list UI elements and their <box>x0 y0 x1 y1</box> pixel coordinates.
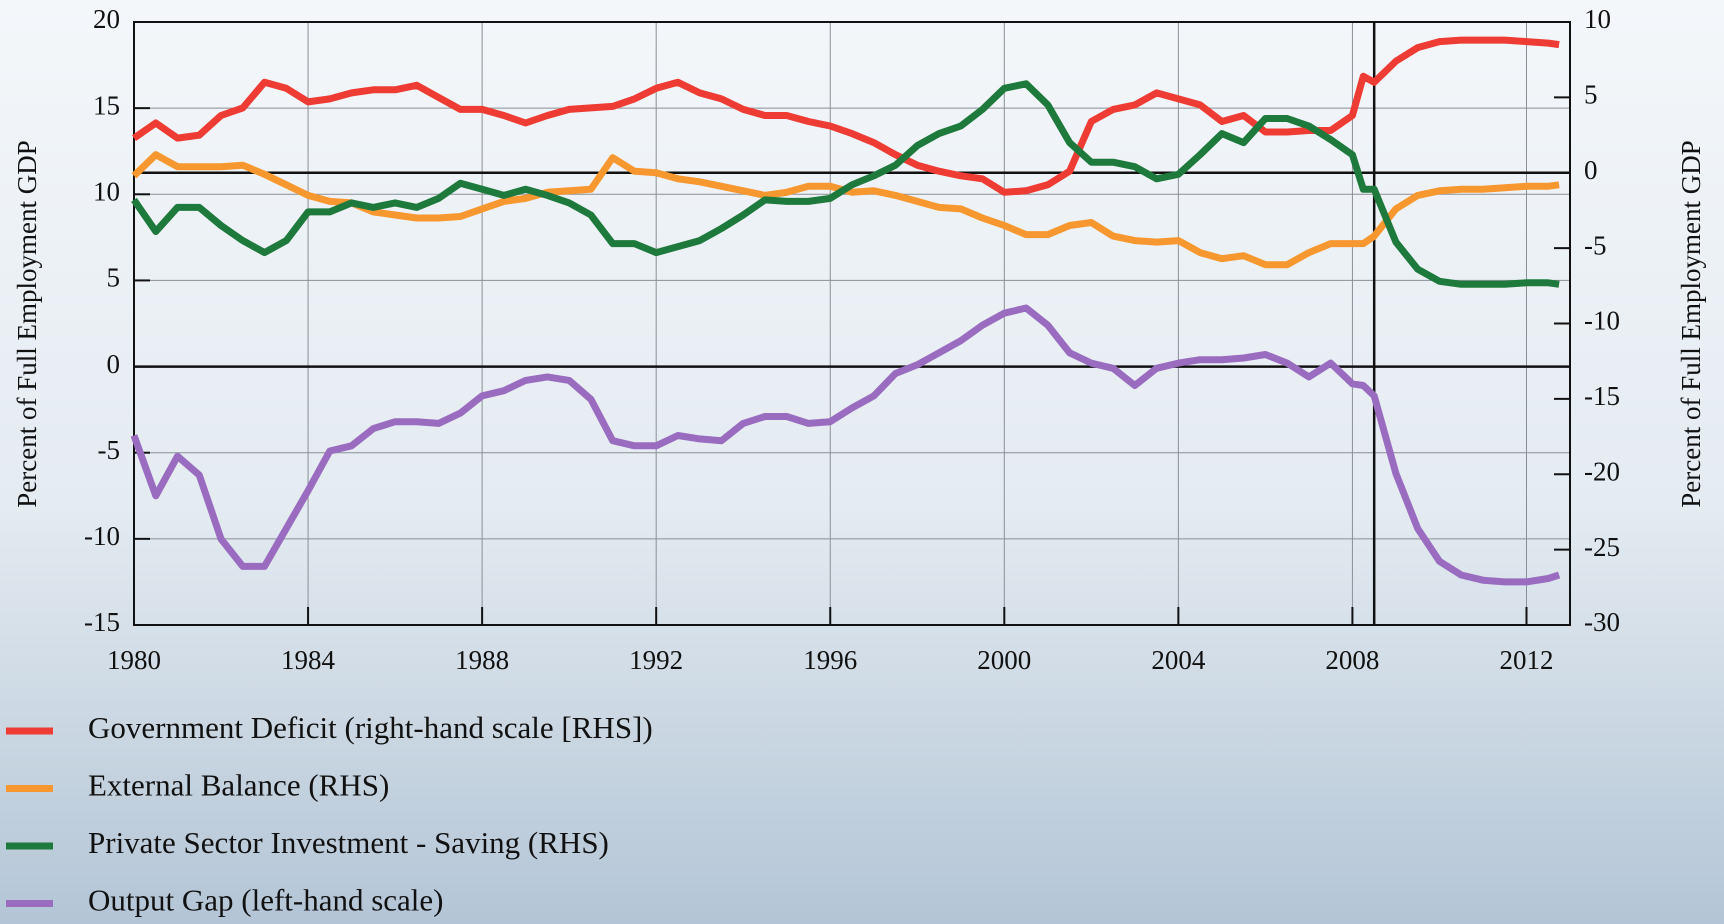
legend-label: Government Deficit (right-hand scale [RH… <box>88 710 653 745</box>
y2-tick-label: -15 <box>1584 381 1620 411</box>
y-tick-label: -10 <box>84 521 120 551</box>
y-tick-label: 15 <box>93 90 120 120</box>
x-tick-label: 1996 <box>803 645 857 675</box>
y2-tick-label: 0 <box>1584 155 1598 185</box>
y-axis-label: Percent of Full Employment GDP <box>12 140 42 507</box>
y2-tick-label: -20 <box>1584 456 1620 486</box>
x-tick-label: 1984 <box>281 645 336 675</box>
x-tick-label: 1992 <box>629 645 683 675</box>
x-tick-label: 2004 <box>1151 645 1206 675</box>
series-line <box>131 80 1560 288</box>
y2-tick-label: 10 <box>1584 4 1611 34</box>
y-tick-label: 10 <box>93 176 120 206</box>
legend-label: Output Gap (left-hand scale) <box>88 883 444 918</box>
x-tick-label: 2008 <box>1325 645 1379 675</box>
y-tick-label: -15 <box>84 607 120 637</box>
y-tick-label: 20 <box>93 4 120 34</box>
y2-axis-label: Percent of Full Employment GDP <box>1676 140 1706 507</box>
series-line <box>132 36 1560 196</box>
legend-label: Private Sector Investment - Saving (RHS) <box>88 825 609 860</box>
y2-tick-label: -10 <box>1584 306 1620 336</box>
y2-tick-label: -25 <box>1584 532 1620 562</box>
x-tick-label: 1980 <box>107 645 161 675</box>
x-tick-label: 2000 <box>977 645 1031 675</box>
y-tick-label: -5 <box>98 435 121 465</box>
legend-label: External Balance (RHS) <box>88 768 389 803</box>
y-tick-label: 0 <box>107 349 121 379</box>
x-tick-label: 2012 <box>1499 645 1553 675</box>
plot-frame <box>133 21 1571 626</box>
y2-tick-label: 5 <box>1584 80 1598 110</box>
series-line <box>131 151 1560 269</box>
y2-tick-label: -30 <box>1584 607 1620 637</box>
y2-tick-label: -5 <box>1584 230 1607 260</box>
x-tick-label: 1988 <box>455 645 509 675</box>
y-tick-label: 5 <box>107 263 121 293</box>
series-line <box>130 304 1561 586</box>
